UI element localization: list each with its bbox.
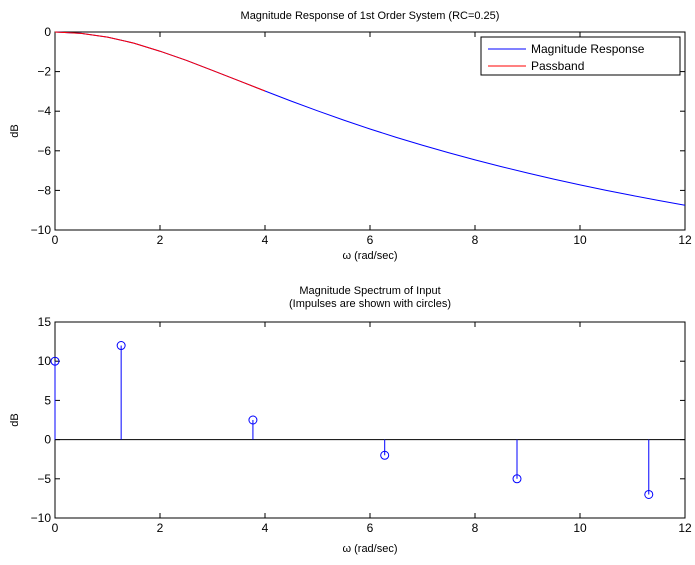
plot1-xtick-label: 4 [262,233,269,247]
plot1-xtick-label: 0 [52,233,59,247]
plot1-ytick-label: −8 [37,183,51,197]
plot2-title: Magnitude Spectrum of Input [299,285,440,297]
plot2-xtick-label: 10 [573,521,587,535]
plot2-xlabel: ω (rad/sec) [342,543,397,555]
plot2-xtick-label: 8 [472,521,479,535]
impulse-marker [116,341,126,351]
plot1-xtick-label: 8 [472,233,479,247]
legend-passband-label: Passband [531,59,584,73]
legend-box [480,36,681,76]
plot2-xtick-label: 2 [157,521,164,535]
plot1-ylabel: dB [9,124,21,137]
plot1-ticks: 0 2 4 6 8 10 12 0 −2 −4 −6 −8 −10 [31,25,692,247]
plot1-xtick-label: 2 [157,233,164,247]
plot1-title: Magnitude Response of 1st Order System (… [241,10,500,22]
plot1-xtick-label: 10 [573,233,587,247]
plot1-series [54,31,686,206]
plot1-ytick-label: −2 [37,65,51,79]
plot1-xlabel: ω (rad/sec) [342,250,397,262]
impulse-marker [512,474,522,484]
plot2-xtick-label: 4 [262,521,269,535]
plot1-ytick-label: 0 [44,25,51,39]
legend: Magnitude Response Passband [480,36,681,76]
plot2-ytick-label: 10 [38,354,52,368]
impulse-marker [248,415,258,425]
plot1-xtick-label: 12 [678,233,692,247]
passband-line [54,31,266,92]
plot2-subtitle: (Impulses are shown with circles) [289,298,451,310]
plot2-ticks: 0 2 4 6 8 10 12 15 10 5 0 −5 −10 [31,315,692,535]
plot2-ylabel: dB [9,413,21,426]
impulse-marker [644,489,654,499]
plot1-xtick-label: 6 [367,233,374,247]
impulse-marker [380,450,390,460]
magnitude-response-plot: Magnitude Response of 1st Order System (… [9,10,692,262]
plot2-axes-box [54,321,686,519]
plot2-ytick-label: 15 [38,315,52,329]
plot2-ytick-label: −10 [31,511,52,525]
legend-magnitude-label: Magnitude Response [531,42,645,56]
plot2-stems [50,341,685,499]
impulse-marker [50,356,60,366]
plot2-ytick-label: 0 [44,433,51,447]
input-spectrum-plot: Magnitude Spectrum of Input (Impulses ar… [9,285,692,555]
plot1-ytick-label: −6 [37,144,51,158]
plot2-xtick-label: 12 [678,521,692,535]
plot2-xtick-label: 6 [367,521,374,535]
plot2-ytick-label: 5 [44,393,51,407]
plot1-ytick-label: −10 [31,223,52,237]
plot2-ytick-label: −5 [37,472,51,486]
plot2-xtick-label: 0 [52,521,59,535]
plot1-ytick-label: −4 [37,104,51,118]
